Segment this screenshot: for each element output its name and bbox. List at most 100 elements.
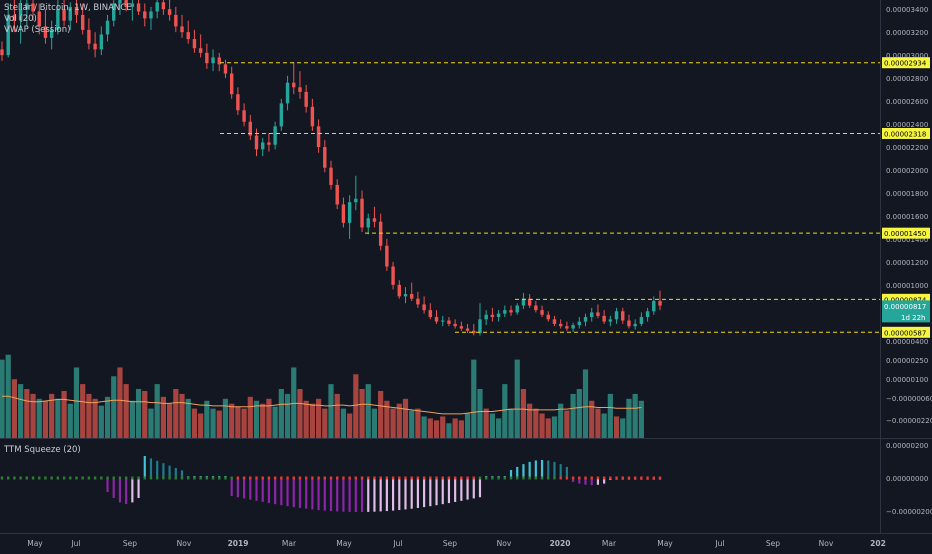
- volume-bar: [334, 393, 340, 438]
- candle-body: [372, 218, 377, 222]
- squeeze-dot: [627, 476, 631, 480]
- squeeze-tick-label: 0.00000200: [886, 442, 928, 450]
- level-price-label-bg: [882, 57, 930, 69]
- squeeze-dot: [398, 476, 401, 480]
- candle-body: [248, 121, 253, 136]
- level-price-label: 0.00000874: [884, 296, 927, 304]
- volume-bar: [191, 408, 198, 438]
- volume-bar: [24, 389, 30, 438]
- price-tick-label: 0.00001000: [886, 282, 928, 290]
- candle-body: [161, 2, 166, 10]
- volume-bar: [452, 418, 458, 438]
- squeeze-dot: [224, 476, 227, 480]
- price-tick-label: 0.00002200: [886, 144, 928, 152]
- volume-bar: [328, 384, 334, 438]
- squeeze-dot: [62, 476, 66, 480]
- level-price-label: 0.00000587: [884, 329, 926, 337]
- squeeze-dot: [646, 476, 649, 480]
- volume-bar: [55, 398, 61, 438]
- squeeze-dot: [50, 476, 53, 480]
- volume-bar: [632, 393, 638, 438]
- ttm-squeeze-label[interactable]: TTM Squeeze (20): [4, 445, 81, 455]
- squeeze-dot: [44, 476, 47, 480]
- volume-bar: [241, 408, 247, 438]
- volume-tick-label: −0.00000060: [886, 395, 932, 403]
- price-tick-label: 0.00002400: [886, 121, 928, 129]
- candle-body: [261, 142, 265, 150]
- candle-body: [614, 311, 619, 320]
- squeeze-tick-label: 0.00000000: [886, 475, 928, 483]
- squeeze-dot: [373, 476, 376, 480]
- candle-body: [143, 11, 147, 19]
- candle-body: [621, 311, 625, 321]
- indicator-vwap-label[interactable]: VWAP (Session): [4, 25, 71, 35]
- candle-body: [273, 126, 277, 145]
- volume-bar: [291, 367, 297, 438]
- squeeze-dot: [379, 476, 382, 480]
- volume-bar: [49, 393, 55, 438]
- squeeze-dot: [298, 476, 302, 480]
- volume-bar: [216, 410, 222, 438]
- candle-body: [180, 26, 184, 33]
- volume-bar: [558, 403, 564, 438]
- volume-bar: [123, 384, 129, 438]
- candle-body: [335, 184, 339, 205]
- squeeze-dot: [478, 476, 482, 480]
- squeeze-dot: [174, 476, 178, 480]
- squeeze-dot: [149, 476, 153, 480]
- squeeze-dot: [255, 476, 258, 480]
- price-tick-label: 0.00001200: [886, 259, 928, 267]
- candle-body: [99, 34, 104, 50]
- volume-bar: [533, 408, 539, 438]
- squeeze-dot: [528, 476, 531, 480]
- volume-bar: [601, 413, 607, 438]
- volume-bar: [0, 359, 5, 438]
- squeeze-dot: [19, 476, 22, 480]
- squeeze-dot: [69, 476, 72, 480]
- volume-bar: [458, 420, 464, 438]
- squeeze-dot: [367, 476, 370, 480]
- squeeze-dot: [621, 476, 624, 480]
- volume-bar: [607, 393, 613, 438]
- indicator-volume-label[interactable]: Vol (20): [4, 14, 37, 24]
- price-tick-label: 0.00003400: [886, 6, 928, 14]
- squeeze-dot: [658, 476, 662, 480]
- squeeze-dot: [168, 476, 171, 480]
- volume-bar: [42, 400, 49, 438]
- symbol-title[interactable]: Stellar / Bitcoin, 1W, BINANCE: [4, 3, 132, 13]
- candle-body: [149, 11, 153, 19]
- candle-body: [428, 310, 433, 318]
- level-price-label: 0.00002318: [884, 130, 926, 138]
- squeeze-dot: [360, 476, 364, 480]
- volume-bar: [365, 384, 371, 438]
- squeeze-dot: [100, 476, 103, 480]
- volume-bar: [589, 400, 595, 438]
- candle-body: [366, 218, 370, 228]
- volume-bar: [11, 379, 18, 438]
- candle-body: [453, 323, 457, 327]
- squeeze-dot: [453, 476, 457, 480]
- candle-body: [105, 20, 110, 35]
- squeeze-dot: [484, 476, 488, 480]
- time-axis-label: Nov: [497, 539, 512, 548]
- candle-body: [205, 52, 209, 64]
- time-axis-label: Mar: [282, 539, 297, 548]
- volume-bar: [73, 367, 80, 438]
- candle-body: [540, 310, 544, 315]
- candle-body: [509, 310, 513, 313]
- candle-body: [292, 82, 296, 88]
- price-tick-label: 0.00003000: [886, 52, 928, 60]
- level-price-label-bg: [882, 326, 930, 338]
- squeeze-dot: [348, 476, 351, 480]
- squeeze-dot: [236, 476, 240, 480]
- squeeze-dot: [199, 476, 202, 480]
- squeeze-dot: [466, 476, 469, 480]
- candle-body: [552, 319, 557, 324]
- candle-body: [49, 29, 54, 38]
- volume-bar: [98, 405, 104, 438]
- squeeze-dot: [640, 476, 643, 480]
- squeeze-dot: [540, 476, 544, 480]
- squeeze-dot: [31, 476, 35, 480]
